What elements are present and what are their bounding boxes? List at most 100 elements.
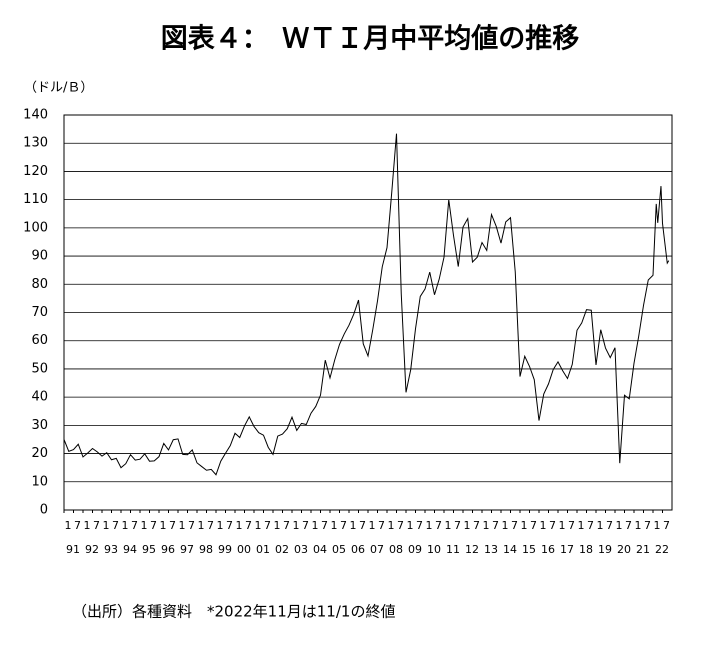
price-line <box>63 133 670 476</box>
year-label: 96 <box>161 543 175 556</box>
chart-title: 図表４： ＷＴＩ月中平均値の推移 <box>161 24 580 55</box>
x-tick-label: 7 <box>207 519 214 532</box>
x-tick-label: 7 <box>169 519 176 532</box>
year-label: 13 <box>484 543 498 556</box>
y-unit-label: （ドル/Ｂ） <box>24 81 93 96</box>
x-tick-label: 1 <box>464 519 471 532</box>
year-label: 18 <box>579 543 593 556</box>
x-tick-label: 7 <box>587 519 594 532</box>
x-tick-label: 1 <box>141 519 148 532</box>
x-tick-label: 7 <box>511 519 518 532</box>
x-tick-label: 1 <box>236 519 243 532</box>
x-tick-label: 1 <box>274 519 281 532</box>
x-tick-label: 1 <box>198 519 205 532</box>
year-label: 06 <box>351 543 365 556</box>
x-tick-label: 7 <box>549 519 556 532</box>
x-tick-label: 1 <box>122 519 129 532</box>
year-label: 93 <box>104 543 118 556</box>
x-tick-label: 1 <box>616 519 623 532</box>
x-tick-label: 1 <box>559 519 566 532</box>
y-tick-label: 130 <box>23 136 48 151</box>
x-tick-label: 7 <box>264 519 271 532</box>
year-label: 07 <box>370 543 384 556</box>
y-tick-label: 70 <box>31 305 48 320</box>
x-tick-label: 7 <box>359 519 366 532</box>
year-label: 97 <box>180 543 194 556</box>
footnote: （出所）各種資料 *2022年11月は11/1の終値 <box>72 603 395 621</box>
x-tick-label: 1 <box>179 519 186 532</box>
x-tick-label: 7 <box>568 519 575 532</box>
year-label: 02 <box>275 543 289 556</box>
x-tick-label: 7 <box>606 519 613 532</box>
x-tick-label: 1 <box>217 519 224 532</box>
y-tick-label: 10 <box>31 474 48 489</box>
x-tick-label: 1 <box>84 519 91 532</box>
x-tick-label: 7 <box>454 519 461 532</box>
x-tick-label: 1 <box>65 519 72 532</box>
year-label: 17 <box>560 543 574 556</box>
x-tick-label: 1 <box>312 519 319 532</box>
year-label: 91 <box>66 543 80 556</box>
x-tick-label: 7 <box>435 519 442 532</box>
year-label: 10 <box>427 543 441 556</box>
year-label: 94 <box>123 543 137 556</box>
x-tick-label: 7 <box>188 519 195 532</box>
y-tick-label: 60 <box>31 333 48 348</box>
y-tick-label: 20 <box>31 446 48 461</box>
x-tick-label: 1 <box>369 519 376 532</box>
y-tick-label: 0 <box>40 503 48 518</box>
x-tick-label: 7 <box>416 519 423 532</box>
year-label: 19 <box>598 543 612 556</box>
year-label: 20 <box>617 543 631 556</box>
x-tick-label: 1 <box>350 519 357 532</box>
year-label: 12 <box>465 543 479 556</box>
year-label: 01 <box>256 543 270 556</box>
x-tick-label: 1 <box>578 519 585 532</box>
x-tick-label: 1 <box>160 519 167 532</box>
y-tick-label: 100 <box>23 220 48 235</box>
x-tick-label: 7 <box>340 519 347 532</box>
year-label: 16 <box>541 543 555 556</box>
y-tick-label: 140 <box>23 108 48 123</box>
x-tick-label: 1 <box>597 519 604 532</box>
year-label: 92 <box>85 543 99 556</box>
x-tick-label: 7 <box>663 519 670 532</box>
x-tick-label: 7 <box>226 519 233 532</box>
x-tick-label: 1 <box>540 519 547 532</box>
x-tick-label: 7 <box>245 519 252 532</box>
x-tick-label: 7 <box>283 519 290 532</box>
year-label: 00 <box>237 543 251 556</box>
x-tick-label: 7 <box>644 519 651 532</box>
x-tick-label: 7 <box>321 519 328 532</box>
x-tick-label: 7 <box>530 519 537 532</box>
year-label: 95 <box>142 543 156 556</box>
x-tick-label: 7 <box>302 519 309 532</box>
year-label: 22 <box>655 543 669 556</box>
year-label: 98 <box>199 543 213 556</box>
x-tick-label: 1 <box>483 519 490 532</box>
year-label: 99 <box>218 543 232 556</box>
y-tick-label: 40 <box>31 390 48 405</box>
x-tick-label: 1 <box>445 519 452 532</box>
x-tick-label: 1 <box>635 519 642 532</box>
x-tick-label: 7 <box>473 519 480 532</box>
x-tick-label: 7 <box>131 519 138 532</box>
x-tick-label: 1 <box>293 519 300 532</box>
year-label: 21 <box>636 543 650 556</box>
x-tick-label: 1 <box>331 519 338 532</box>
year-label: 14 <box>503 543 517 556</box>
year-label: 08 <box>389 543 403 556</box>
x-tick-label: 7 <box>625 519 632 532</box>
year-label: 05 <box>332 543 346 556</box>
year-label: 09 <box>408 543 422 556</box>
x-tick-label: 1 <box>426 519 433 532</box>
x-tick-label: 1 <box>407 519 414 532</box>
year-label: 15 <box>522 543 536 556</box>
y-tick-label: 80 <box>31 277 48 292</box>
y-tick-label: 50 <box>31 361 48 376</box>
year-label: 03 <box>294 543 308 556</box>
x-tick-label: 7 <box>112 519 119 532</box>
x-tick-label: 7 <box>492 519 499 532</box>
x-tick-label: 1 <box>388 519 395 532</box>
